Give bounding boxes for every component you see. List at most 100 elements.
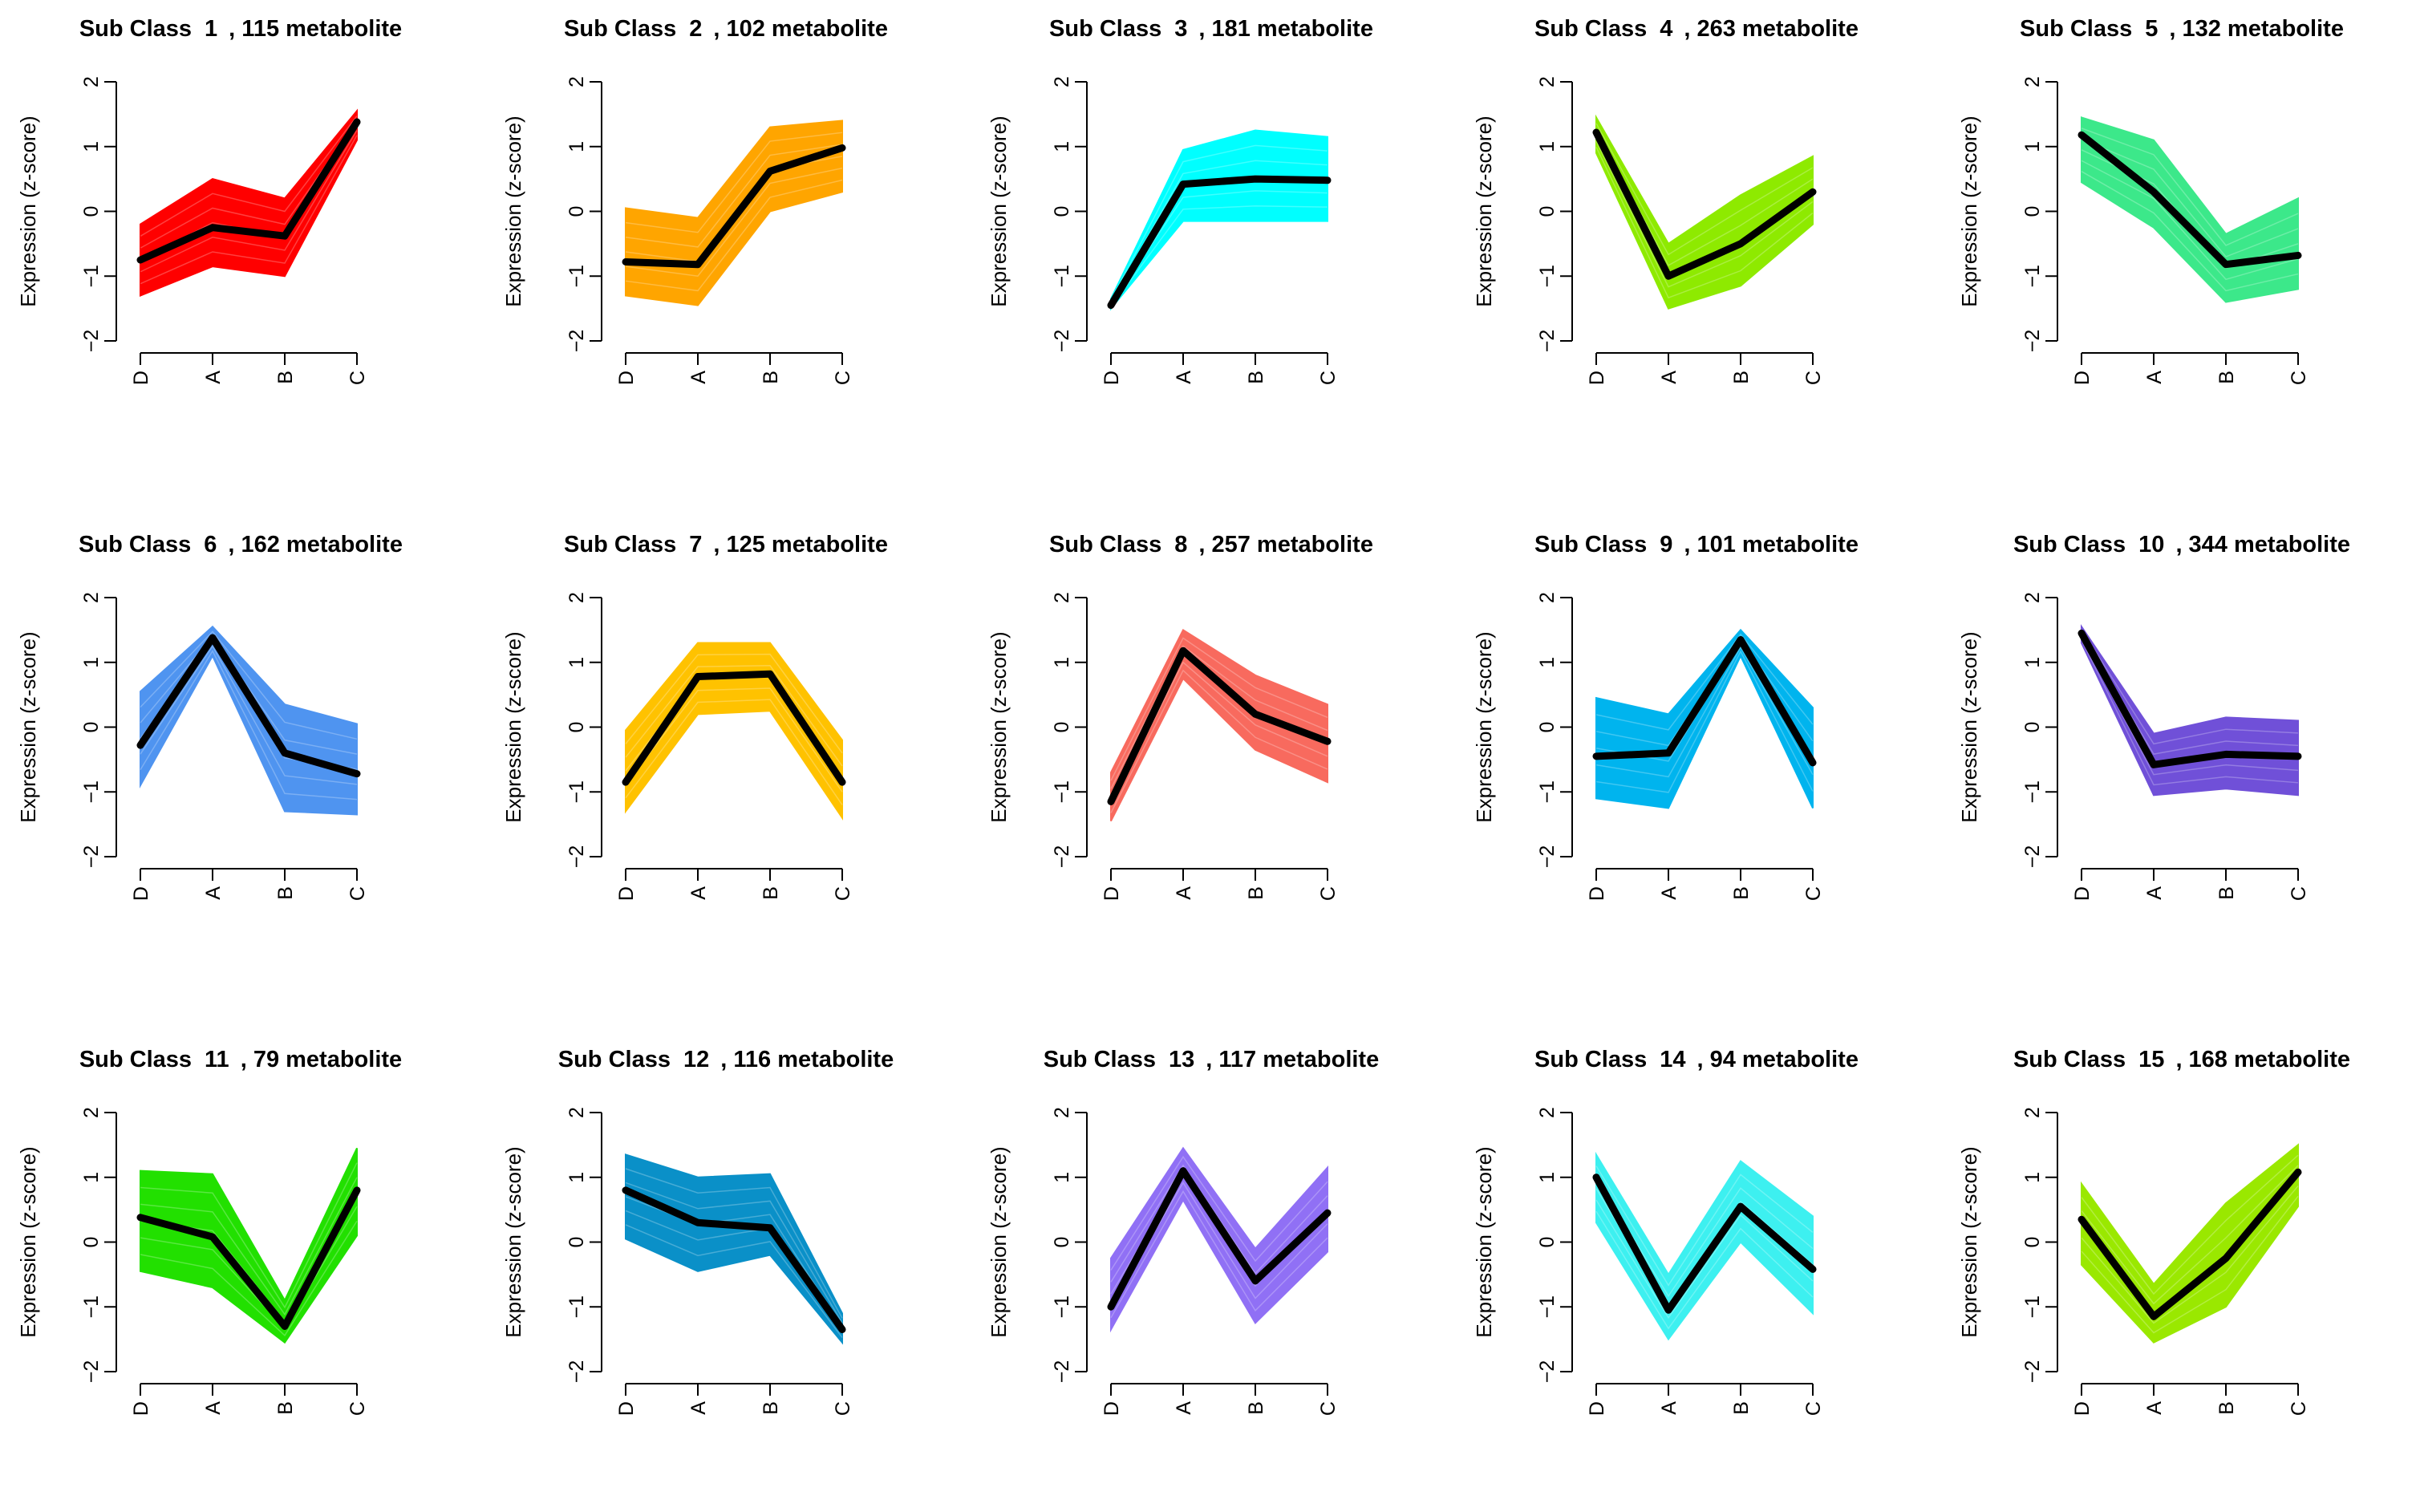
y-axis-label: Expression (z-score)	[16, 1146, 40, 1337]
y-tick-label: 2	[1051, 1107, 1073, 1118]
x-tick-label: D	[615, 371, 638, 385]
y-tick-label: 1	[2021, 141, 2044, 152]
y-tick-label: −1	[565, 265, 588, 288]
subclass-panel-7: Sub Class 7 , 125 metabolite Expression (z-…	[485, 516, 967, 997]
profile-band	[140, 108, 358, 297]
y-axis-label: Expression (z-score)	[501, 1146, 525, 1337]
subclass-chart-svg: Sub Class 14 , 94 metabolite Expression (z-…	[1472, 1047, 1859, 1416]
profile-line	[2081, 160, 2299, 281]
title-class-id: 2	[689, 16, 702, 42]
x-tick-label: B	[1730, 886, 1753, 900]
chart-title: Sub Class 1 , 115 metabolite	[79, 16, 402, 42]
x-tick-label: B	[2215, 1401, 2238, 1415]
y-tick-label: 1	[1536, 141, 1559, 152]
y-tick-label: 0	[80, 1237, 103, 1248]
x-tick-label: D	[1101, 1401, 1123, 1416]
x-tick-label: B	[2215, 886, 2238, 900]
title-class-id: 15	[2138, 1047, 2164, 1072]
y-tick-label: 0	[1536, 722, 1559, 733]
y-axis-label: Expression (z-score)	[1472, 1146, 1496, 1337]
x-tick-label: C	[347, 371, 369, 385]
x-tick-label: C	[832, 371, 854, 385]
y-tick-label: 1	[1051, 1172, 1073, 1183]
y-axis-label: Expression (z-score)	[1472, 116, 1496, 306]
y-tick-label: −1	[1051, 265, 1073, 288]
subclass-chart-svg: Sub Class 3 , 181 metabolite Expression (z-…	[987, 16, 1373, 385]
profile-line	[2081, 128, 2299, 246]
x-tick-label: D	[130, 1401, 152, 1416]
profile-line	[1595, 147, 1814, 299]
y-tick-label: −1	[2021, 265, 2044, 288]
x-tick-label: A	[687, 371, 710, 384]
y-tick-label: 2	[80, 1107, 103, 1118]
x-tick-label: D	[615, 1401, 638, 1416]
y-tick-label: −2	[2021, 845, 2044, 869]
profile-lines	[625, 1168, 843, 1339]
y-tick-label: 0	[2021, 1237, 2044, 1248]
y-tick-label: −1	[1536, 265, 1559, 288]
y-tick-label: −2	[1536, 845, 1559, 869]
x-tick-label: A	[2143, 1401, 2166, 1415]
profile-line	[140, 130, 358, 273]
subclass-panel-13: Sub Class 13 , 117 metabolite Expression (z…	[971, 1031, 1452, 1512]
x-tick-label: D	[1101, 371, 1123, 385]
profile-line	[1110, 669, 1328, 813]
profile-line	[1110, 645, 1328, 789]
y-tick-label: −2	[1536, 330, 1559, 353]
profile-line	[2081, 138, 2299, 257]
y-tick-label: 2	[2021, 1107, 2044, 1118]
profile-line	[1595, 1199, 1814, 1319]
y-tick-label: 1	[80, 1172, 103, 1183]
mean-profile-line	[1592, 635, 1817, 767]
profile-line	[625, 167, 843, 278]
profile-line	[140, 115, 358, 237]
profile-line	[1595, 646, 1814, 778]
subclass-chart-svg: Sub Class 5 , 132 metabolite Expression (z-…	[1957, 16, 2344, 385]
x-tick-label: D	[1101, 886, 1123, 901]
subclass-chart-svg: Sub Class 2 , 102 metabolite Expression (z-…	[501, 16, 888, 385]
profile-line	[2081, 629, 2299, 745]
title-count: , 125 metabolite	[713, 532, 888, 557]
chart-title: Sub Class 5 , 132 metabolite	[2020, 16, 2344, 42]
y-tick-label: 1	[565, 141, 588, 152]
mean-profile-line	[1107, 1167, 1332, 1311]
x-tick-label: A	[1173, 1401, 1195, 1415]
y-tick-label: 0	[80, 206, 103, 217]
profile-band	[1595, 628, 1814, 809]
y-tick-label: −1	[2021, 1295, 2044, 1319]
y-tick-label: −2	[80, 330, 103, 353]
x-tick-label: B	[1245, 1401, 1267, 1415]
mean-profile-line	[1592, 1174, 1817, 1314]
title-class-id: 12	[683, 1047, 709, 1072]
y-tick-label: 1	[80, 141, 103, 152]
y-axis-label: Expression (z-score)	[1957, 1146, 1981, 1337]
profile-line	[625, 179, 843, 292]
mean-profile-line	[622, 144, 846, 269]
mean-profile-line	[2078, 1168, 2302, 1320]
chart-title: Sub Class 9 , 101 metabolite	[1534, 532, 1859, 557]
subclass-panel-11: Sub Class 11 , 79 metabolite Expression (z-…	[0, 1031, 481, 1512]
profile-line	[625, 699, 843, 805]
mean-profile-line	[2078, 131, 2302, 269]
x-tick-label: D	[130, 886, 152, 901]
profile-band	[625, 642, 843, 821]
y-tick-label: −1	[1051, 1295, 1073, 1319]
title-prefix: Sub Class	[1049, 16, 1161, 42]
chart-title: Sub Class 12 , 116 metabolite	[558, 1047, 894, 1072]
title-prefix: Sub Class	[79, 532, 191, 557]
profile-line	[2081, 1186, 2299, 1324]
y-tick-label: −2	[565, 330, 588, 353]
x-tick-label: B	[274, 371, 297, 384]
mean-profile-line	[622, 670, 846, 786]
title-class-id: 1	[205, 16, 217, 42]
title-count: , 162 metabolite	[228, 532, 403, 557]
y-tick-label: 0	[1536, 1237, 1559, 1248]
profile-line	[625, 687, 843, 792]
x-tick-label: C	[1802, 886, 1825, 901]
x-tick-label: B	[760, 886, 782, 900]
y-tick-label: 2	[1051, 592, 1073, 603]
subclass-panel-9: Sub Class 9 , 101 metabolite Expression (z-…	[1456, 516, 1937, 997]
y-tick-label: 0	[1536, 206, 1559, 217]
profile-line	[140, 645, 358, 785]
